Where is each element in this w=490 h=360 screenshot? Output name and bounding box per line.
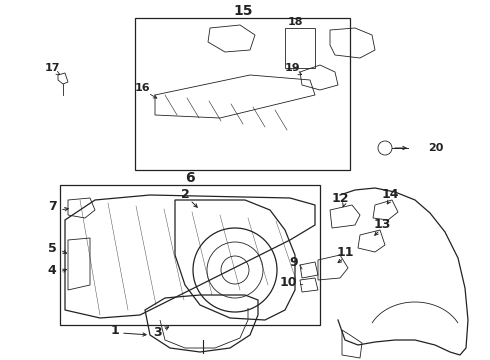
Text: 3: 3: [153, 327, 161, 339]
Text: 16: 16: [134, 83, 150, 93]
Text: 14: 14: [381, 189, 399, 202]
Text: 17: 17: [44, 63, 60, 73]
Text: 6: 6: [185, 171, 195, 185]
Text: 20: 20: [428, 143, 443, 153]
Text: 9: 9: [290, 256, 298, 269]
Text: 11: 11: [336, 246, 354, 258]
Text: 15: 15: [233, 4, 253, 18]
Text: 13: 13: [373, 219, 391, 231]
Text: 10: 10: [279, 275, 297, 288]
Text: 18: 18: [287, 17, 303, 27]
Text: 1: 1: [111, 324, 120, 337]
Bar: [135, 18, 350, 170]
Bar: [60, 185, 320, 325]
Text: 2: 2: [181, 189, 189, 202]
Text: 19: 19: [284, 63, 300, 73]
Text: 7: 7: [48, 201, 56, 213]
Text: 5: 5: [48, 242, 56, 255]
Bar: [285, 28, 315, 68]
Text: 4: 4: [48, 264, 56, 276]
Text: 12: 12: [331, 192, 349, 204]
